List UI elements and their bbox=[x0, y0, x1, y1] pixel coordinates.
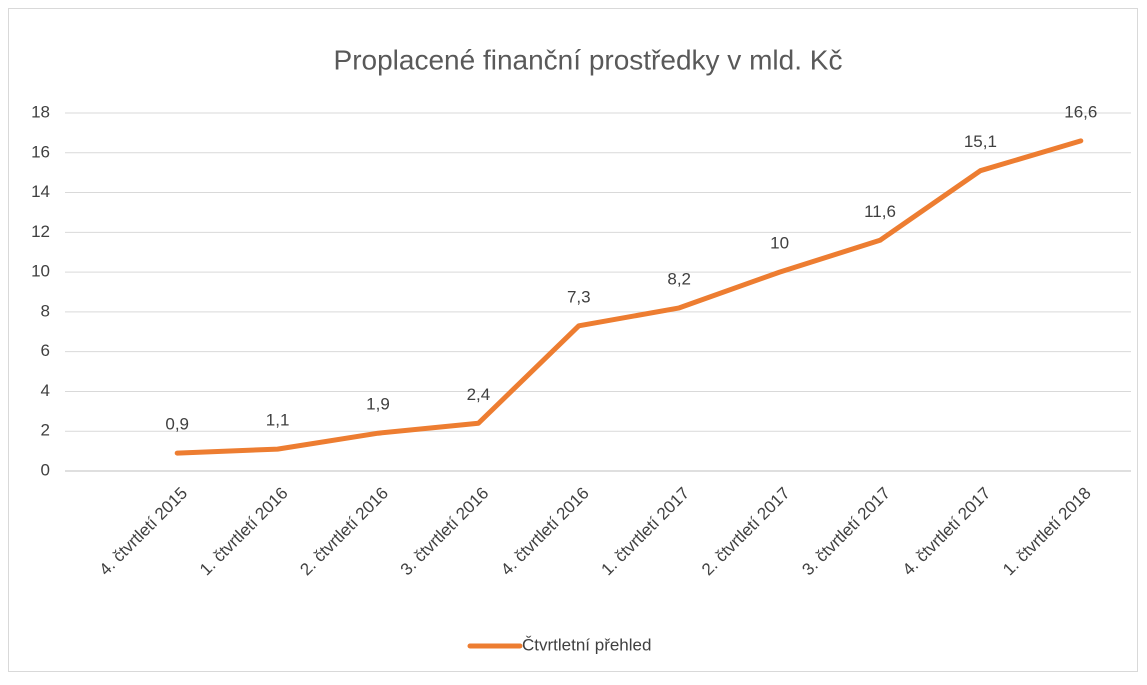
data-label: 7,3 bbox=[567, 287, 591, 306]
data-label: 0,9 bbox=[165, 415, 189, 434]
data-label: 2,4 bbox=[467, 385, 491, 404]
y-tick-label: 6 bbox=[41, 341, 50, 360]
y-tick-label: 8 bbox=[41, 301, 50, 320]
data-label: 1,9 bbox=[366, 395, 390, 414]
y-tick-label: 10 bbox=[31, 262, 50, 281]
data-label: 11,6 bbox=[864, 202, 896, 221]
data-label: 10 bbox=[770, 234, 789, 253]
line bbox=[174, 138, 1084, 456]
data-label: 8,2 bbox=[667, 269, 691, 288]
data-label: 15,1 bbox=[964, 132, 997, 151]
y-tick-label: 16 bbox=[31, 142, 50, 161]
chart-title: Proplacené finanční prostředky v mld. Kč bbox=[334, 44, 843, 75]
y-tick-label: 12 bbox=[31, 222, 50, 241]
chart-border bbox=[8, 8, 1138, 672]
y-tick-label: 14 bbox=[31, 182, 50, 201]
data-label: 16,6 bbox=[1064, 102, 1097, 121]
legend-label: Čtvrtletní přehled bbox=[522, 635, 651, 654]
y-tick-label: 18 bbox=[31, 102, 50, 121]
y-tick-label: 4 bbox=[41, 381, 50, 400]
data-label: 1,1 bbox=[266, 411, 290, 430]
y-tick-label: 2 bbox=[41, 421, 50, 440]
y-tick-label: 0 bbox=[41, 460, 50, 479]
